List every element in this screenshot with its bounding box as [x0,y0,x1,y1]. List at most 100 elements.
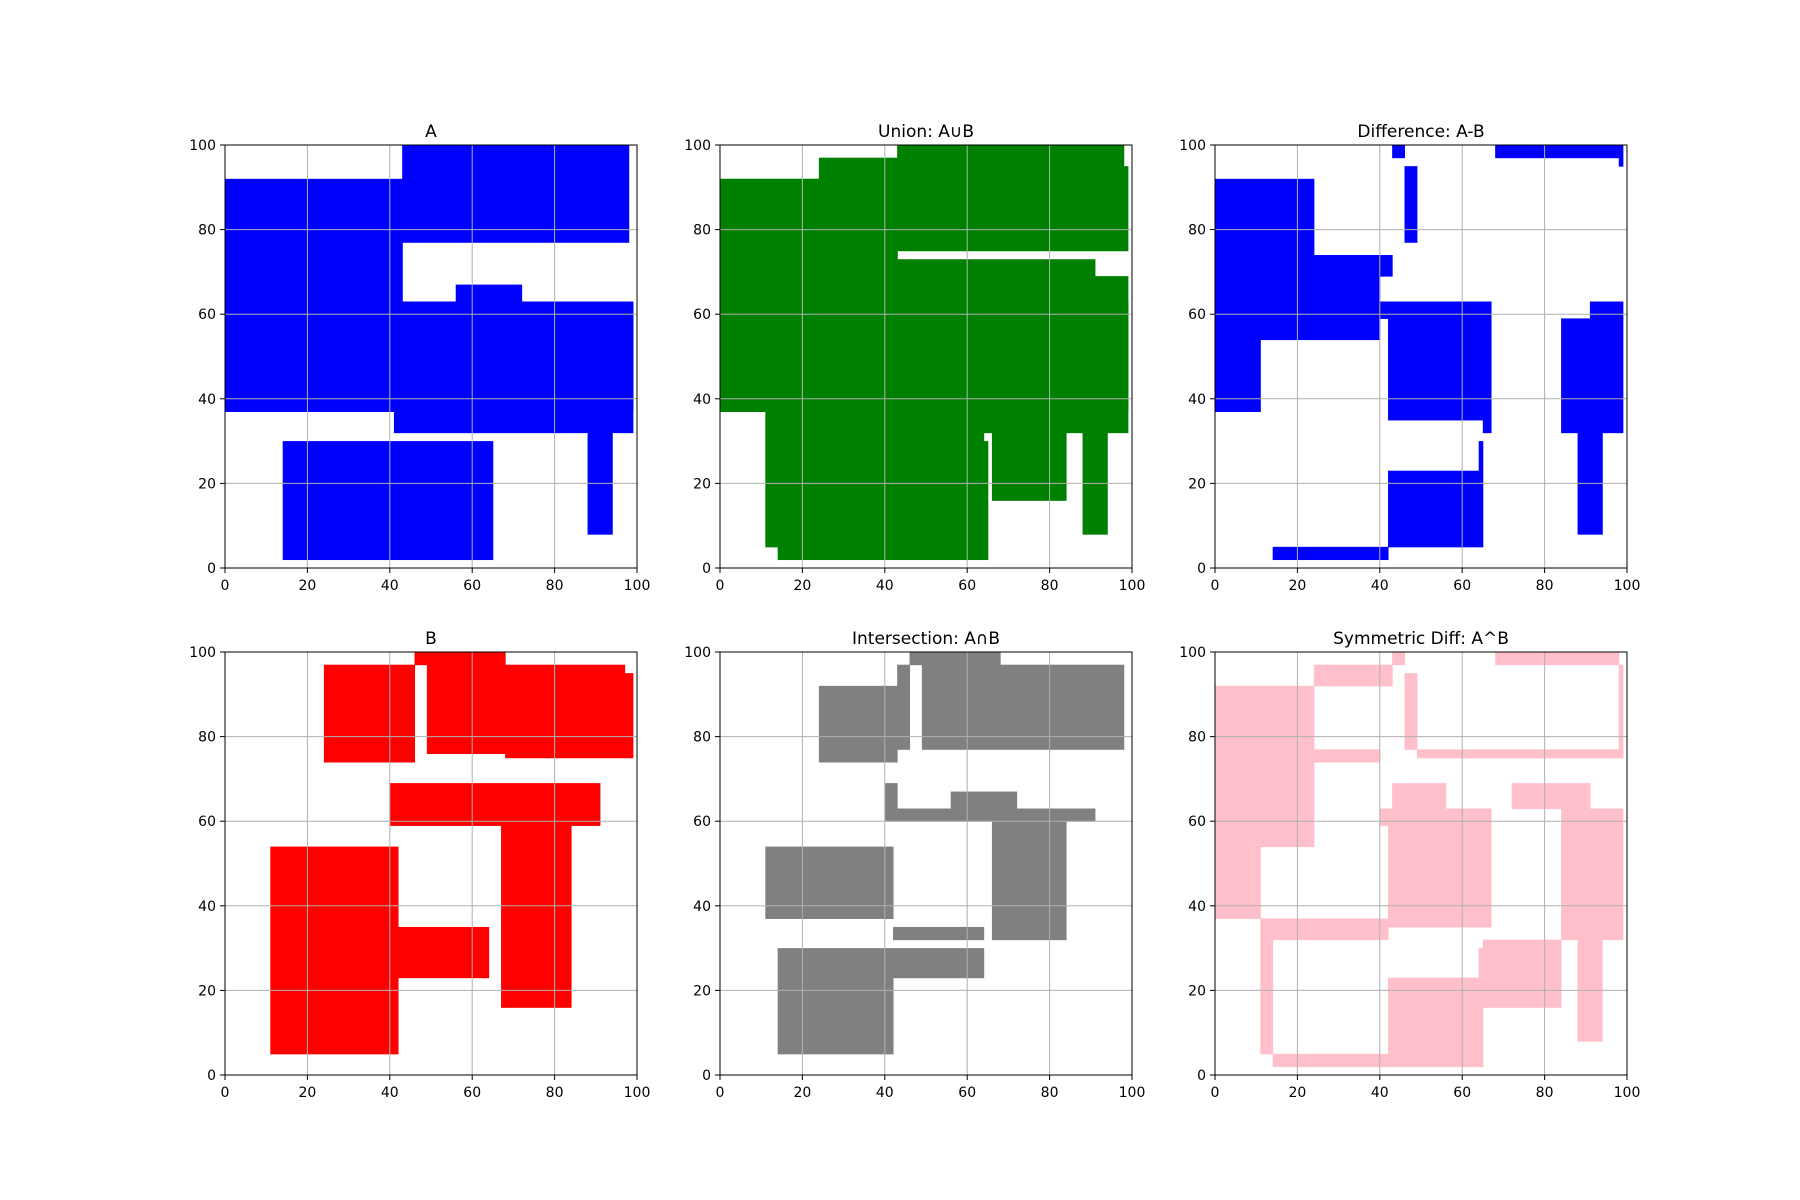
x-tick-label: 40 [1371,1085,1389,1101]
region-rect [893,926,985,941]
y-tick-label: 80 [693,223,711,239]
region-rect [991,432,1067,501]
region-rect [1215,178,1261,412]
y-tick-label: 80 [1188,730,1206,746]
y-tick-label: 80 [1188,223,1206,239]
y-tick-label: 60 [198,814,216,830]
region-rect [1388,977,1484,1068]
x-tick-label: 60 [958,1085,976,1101]
x-tick-label: 40 [1371,578,1389,594]
region-rect [1561,808,1624,941]
region-rect [888,276,1129,434]
region-rect [1404,166,1418,243]
x-tick-label: 80 [546,578,564,594]
region-rect [1272,546,1389,561]
region-rect [1618,664,1624,759]
region-rect [1388,825,1492,928]
region-rect [501,825,572,1008]
y-tick-label: 20 [198,983,216,999]
region-rect [818,685,898,763]
region-rect [389,783,601,826]
region-rect [1511,783,1591,810]
x-tick-label: 40 [876,578,894,594]
y-tick-label: 80 [198,730,216,746]
axes-frame [719,651,1133,1076]
chart-title: Intersection: A∩B [852,629,1000,649]
panel-intersection: 0 20 40 60 80 100 0 20 40 60 80 100 Intersection: A∩… [684,629,1145,1101]
region-rect [1392,783,1447,810]
region-rect [893,419,985,472]
x-tick-label: 0 [716,1085,725,1101]
region-rect [402,145,630,243]
y-tick-label: 100 [1179,645,1206,661]
x-tick-label: 40 [381,1085,399,1101]
region-rect [897,145,1125,252]
region-rect [1260,918,1389,941]
y-tick-label: 60 [1188,307,1206,323]
y-tick-label: 0 [702,561,711,577]
region-rect [1495,145,1620,159]
y-tick-label: 0 [207,561,216,577]
x-tick-label: 20 [1288,578,1306,594]
x-tick-label: 20 [1288,1085,1306,1101]
y-tick-label: 60 [693,814,711,830]
region-rect [398,926,490,979]
region-rect [624,673,634,759]
x-tick-label: 100 [1614,1085,1641,1101]
region-rect [1416,749,1624,759]
region-rect [1618,145,1624,167]
x-tick-label: 80 [1041,578,1059,594]
panel-b: 0 20 40 60 80 100 0 20 40 60 80 100 B [189,629,650,1101]
x-tick-label: 60 [958,578,976,594]
x-tick-label: 80 [1536,578,1554,594]
chart-title: A [425,122,437,142]
region-rect [950,791,1018,810]
x-tick-label: 40 [381,578,399,594]
y-tick-label: 80 [198,223,216,239]
axes-frame [1214,144,1628,569]
region-rect [1392,145,1406,159]
x-tick-label: 80 [546,1085,564,1101]
chart-title: Difference: A-B [1357,122,1484,142]
region-rect [1272,1053,1389,1068]
x-tick-label: 100 [624,1085,651,1101]
region-rect [1404,673,1418,750]
y-tick-label: 100 [189,645,216,661]
region-rect [1260,939,1274,1055]
region-rect [1478,441,1484,472]
y-tick-label: 60 [1188,814,1206,830]
region-rect [1123,166,1129,252]
x-tick-label: 0 [221,578,230,594]
region-rect [1260,685,1315,848]
x-tick-label: 20 [298,1085,316,1101]
y-tick-label: 40 [1188,392,1206,408]
region-rect [1260,178,1315,341]
y-tick-label: 40 [693,392,711,408]
y-tick-label: 20 [198,476,216,492]
region-rect [1379,301,1492,319]
region-rect [505,664,626,759]
y-tick-label: 100 [684,138,711,154]
region-rect [1392,652,1406,666]
axes-frame [224,651,638,1076]
y-tick-label: 0 [1197,1068,1206,1084]
region-rect [884,808,1096,822]
axes-frame [224,144,638,569]
y-tick-label: 20 [1188,983,1206,999]
x-tick-label: 100 [1119,1085,1146,1101]
x-tick-label: 0 [1211,1085,1220,1101]
region-rect [1313,664,1393,687]
region-rect [1215,685,1261,919]
x-tick-label: 100 [1614,578,1641,594]
region-rect [884,783,898,810]
panel-symmetric-diff: 0 20 40 60 80 100 0 20 40 60 80 100 Symmetric Diff: … [1179,629,1640,1101]
x-tick-label: 0 [716,578,725,594]
panel-difference: 0 20 40 60 80 100 0 20 40 60 80 100 Difference: A-B [1179,122,1640,594]
region-rect [777,948,894,1055]
region-rect [893,948,985,979]
chart-title: Symmetric Diff: A^B [1333,629,1509,649]
region-rect [1379,254,1393,277]
region-rect [1313,749,1381,763]
chart-title: Union: A∪B [878,122,974,142]
y-tick-label: 40 [693,899,711,915]
